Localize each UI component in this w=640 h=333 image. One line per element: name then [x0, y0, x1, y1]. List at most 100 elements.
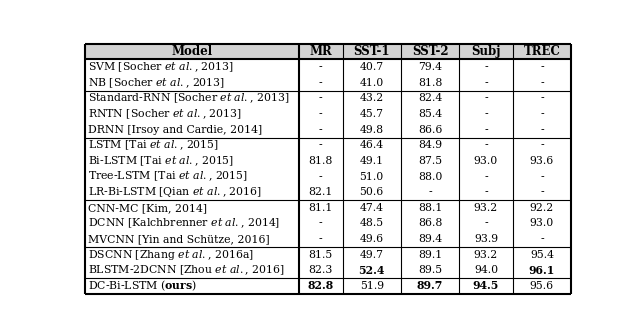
- Text: -: -: [484, 218, 488, 228]
- Text: DC-Bi-LSTM ($\bf{ours}$): DC-Bi-LSTM ($\bf{ours}$): [88, 279, 197, 293]
- Text: -: -: [540, 62, 544, 72]
- Text: 93.9: 93.9: [474, 234, 498, 244]
- Text: CNN-MC [Kim, 2014]: CNN-MC [Kim, 2014]: [88, 203, 207, 213]
- Text: 93.6: 93.6: [530, 156, 554, 166]
- Text: Subj: Subj: [471, 45, 500, 58]
- Text: RNTN [Socher $\it{et\ al.}$, 2013]: RNTN [Socher $\it{et\ al.}$, 2013]: [88, 107, 242, 121]
- Text: 82.3: 82.3: [308, 265, 333, 275]
- Text: MR: MR: [309, 45, 332, 58]
- Text: TREC: TREC: [524, 45, 560, 58]
- Text: -: -: [540, 109, 544, 119]
- Text: 43.2: 43.2: [360, 94, 384, 104]
- Text: 87.5: 87.5: [418, 156, 442, 166]
- Text: NB [Socher $\it{et\ al.}$, 2013]: NB [Socher $\it{et\ al.}$, 2013]: [88, 76, 225, 90]
- Text: -: -: [540, 125, 544, 135]
- Bar: [85, 184, 571, 200]
- Text: 47.4: 47.4: [360, 203, 384, 213]
- Text: 79.4: 79.4: [418, 62, 442, 72]
- Text: 46.4: 46.4: [360, 141, 384, 151]
- Text: MVCNN [Yin and Schütze, 2016]: MVCNN [Yin and Schütze, 2016]: [88, 234, 269, 244]
- Text: -: -: [319, 218, 323, 228]
- Text: 82.8: 82.8: [308, 280, 334, 291]
- Text: 85.4: 85.4: [418, 109, 442, 119]
- Text: 82.4: 82.4: [418, 94, 442, 104]
- Text: 86.8: 86.8: [418, 218, 442, 228]
- Text: 86.6: 86.6: [418, 125, 442, 135]
- Text: DSCNN [Zhang $\it{et\ al.}$, 2016a]: DSCNN [Zhang $\it{et\ al.}$, 2016a]: [88, 248, 253, 262]
- Text: Standard-RNN [Socher $\it{et\ al.}$, 2013]: Standard-RNN [Socher $\it{et\ al.}$, 201…: [88, 92, 289, 105]
- Text: 81.8: 81.8: [418, 78, 442, 88]
- Text: 81.8: 81.8: [308, 156, 333, 166]
- Text: 51.9: 51.9: [360, 281, 384, 291]
- Text: 49.8: 49.8: [360, 125, 384, 135]
- Bar: [85, 262, 571, 278]
- Text: 89.4: 89.4: [418, 234, 442, 244]
- Text: 41.0: 41.0: [360, 78, 384, 88]
- Text: 93.0: 93.0: [530, 218, 554, 228]
- Text: 82.1: 82.1: [308, 187, 333, 197]
- Text: 92.2: 92.2: [530, 203, 554, 213]
- Text: LSTM [Tai $\it{et\ al.}$, 2015]: LSTM [Tai $\it{et\ al.}$, 2015]: [88, 139, 219, 152]
- Text: 89.1: 89.1: [418, 250, 442, 260]
- Text: -: -: [319, 141, 323, 151]
- Text: DRNN [Irsoy and Cardie, 2014]: DRNN [Irsoy and Cardie, 2014]: [88, 125, 262, 135]
- Text: 52.4: 52.4: [358, 265, 385, 276]
- Text: SVM [Socher $\it{et\ al.}$, 2013]: SVM [Socher $\it{et\ al.}$, 2013]: [88, 61, 234, 74]
- Text: Model: Model: [172, 45, 212, 58]
- Text: 88.1: 88.1: [418, 203, 442, 213]
- Text: -: -: [484, 171, 488, 181]
- Text: -: -: [540, 78, 544, 88]
- Text: -: -: [484, 62, 488, 72]
- Bar: [85, 44, 571, 59]
- Text: 45.7: 45.7: [360, 109, 384, 119]
- Bar: [85, 91, 571, 106]
- Text: 96.1: 96.1: [529, 265, 555, 276]
- Text: 89.5: 89.5: [418, 265, 442, 275]
- Text: 93.0: 93.0: [474, 156, 498, 166]
- Text: -: -: [540, 141, 544, 151]
- Text: -: -: [319, 234, 323, 244]
- Bar: [85, 153, 571, 169]
- Text: -: -: [484, 187, 488, 197]
- Text: 48.5: 48.5: [360, 218, 384, 228]
- Text: -: -: [540, 234, 544, 244]
- Text: -: -: [319, 62, 323, 72]
- Text: -: -: [540, 94, 544, 104]
- Bar: [85, 200, 571, 216]
- Text: BLSTM-2DCNN [Zhou $\it{et\ al.}$, 2016]: BLSTM-2DCNN [Zhou $\it{et\ al.}$, 2016]: [88, 264, 285, 277]
- Text: 95.4: 95.4: [530, 250, 554, 260]
- Text: 89.7: 89.7: [417, 280, 444, 291]
- Bar: [85, 216, 571, 231]
- Text: 94.0: 94.0: [474, 265, 498, 275]
- Bar: [85, 75, 571, 91]
- Text: -: -: [319, 171, 323, 181]
- Bar: [85, 106, 571, 122]
- Text: Bi-LSTM [Tai $\it{et\ al.}$, 2015]: Bi-LSTM [Tai $\it{et\ al.}$, 2015]: [88, 154, 234, 168]
- Text: 49.7: 49.7: [360, 250, 384, 260]
- Bar: [85, 247, 571, 262]
- Text: 93.2: 93.2: [474, 250, 498, 260]
- Bar: [85, 169, 571, 184]
- Text: 95.6: 95.6: [530, 281, 554, 291]
- Bar: [85, 138, 571, 153]
- Text: 88.0: 88.0: [418, 171, 442, 181]
- Text: -: -: [484, 94, 488, 104]
- Text: 49.1: 49.1: [360, 156, 384, 166]
- Bar: [85, 231, 571, 247]
- Text: 84.9: 84.9: [418, 141, 442, 151]
- Text: -: -: [319, 125, 323, 135]
- Text: -: -: [540, 187, 544, 197]
- Text: 81.1: 81.1: [308, 203, 333, 213]
- Text: DCNN [Kalchbrenner $\it{et\ al.}$, 2014]: DCNN [Kalchbrenner $\it{et\ al.}$, 2014]: [88, 217, 280, 230]
- Text: 40.7: 40.7: [360, 62, 384, 72]
- Text: SST-2: SST-2: [412, 45, 449, 58]
- Text: 93.2: 93.2: [474, 203, 498, 213]
- Text: -: -: [484, 125, 488, 135]
- Bar: [85, 278, 571, 294]
- Text: -: -: [484, 78, 488, 88]
- Text: 94.5: 94.5: [473, 280, 499, 291]
- Text: -: -: [484, 141, 488, 151]
- Bar: [85, 59, 571, 75]
- Text: -: -: [484, 109, 488, 119]
- Text: 49.6: 49.6: [360, 234, 384, 244]
